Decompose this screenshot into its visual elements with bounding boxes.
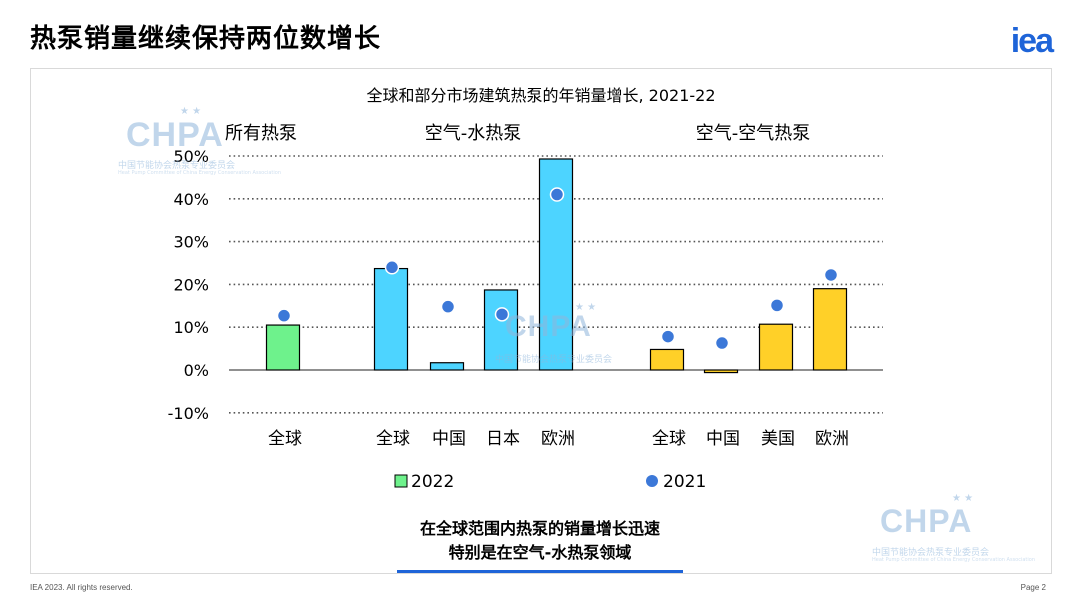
takeaway-underline [397,570,683,573]
chart-panel: 全球和部分市场建筑热泵的年销量增长, 2021-22 -10% 0% 10% 20% 30… [30,68,1052,574]
watermark-en: Heat Pump Committee of China Energy Cons… [118,170,282,176]
watermark-sub: 中国节能协会热泵专业委员会 [118,161,236,171]
x-category-label: 全球 [652,429,686,449]
chart-svg: 全球和部分市场建筑热泵的年销量增长, 2021-22 -10% 0% 10% 20% 30… [168,86,883,492]
group-header: 所有热泵 [225,123,297,144]
bar-2022 [703,369,739,374]
watermark-en: Heat Pump Committee of China Energy Cons… [872,557,1036,563]
bar-2022 [429,362,465,371]
watermark-sub: 中国节能协会热泵专业委员会 [495,355,613,365]
watermark-sub: 中国节能协会热泵专业委员会 [872,548,990,558]
x-category-label: 日本 [486,429,520,449]
dot-2021 [714,335,730,351]
dot-2021 [769,298,785,313]
takeaway-line-2: 特别是在空气-水热泵领域 [448,543,632,562]
bar-2022 [812,288,848,371]
y-tick-label: 0% [184,361,209,380]
dot-2021 [384,260,400,275]
legend-label-2022: 2022 [411,472,454,492]
dot-2021 [440,299,456,314]
takeaway-line-1: 在全球范围内热泵的销量增长迅速 [419,519,660,538]
y-tick-label: 10% [173,318,209,337]
dot-2021 [276,308,292,323]
watermark-stars: ★ ★ [952,493,974,504]
y-tick-label: 20% [173,275,209,294]
watermark-brand: CHPA [880,503,973,539]
legend-swatch-2021 [646,475,658,487]
x-category-label: 全球 [268,429,302,449]
y-tick-label: 40% [173,190,209,209]
dot-2021 [660,329,676,344]
bar-2022 [649,348,685,371]
bar-2022 [483,289,519,371]
legend-swatch-2022 [394,474,408,488]
copyright-footer: IEA 2023. All rights reserved. [30,583,133,592]
dot-2021 [494,307,510,322]
bar-2022 [373,267,409,371]
y-tick-label: 50% [173,147,209,166]
x-category-label: 欧洲 [815,429,849,449]
x-category-label: 中国 [706,429,740,449]
legend-label-2021: 2021 [663,472,706,492]
x-category-label: 全球 [376,429,410,449]
group-header: 空气-水热泵 [425,123,522,144]
takeaway-text: 在全球范围内热泵的销量增长迅速 特别是在空气-水热泵领域 [340,517,740,565]
x-category-label: 欧洲 [541,429,575,449]
iea-logo: iea [1010,22,1054,60]
bar-2022 [265,324,301,371]
slide-title: 热泵销量继续保持两位数增长 [30,24,382,54]
watermark-stars: ★ ★ [180,106,202,117]
group-header: 空气-空气热泵 [696,123,811,144]
watermark-brand: CHPA [126,116,224,154]
dot-2021 [823,267,839,283]
bar-2022 [758,323,794,371]
dot-2021 [549,187,565,202]
x-category-label: 中国 [432,429,466,449]
chart-title: 全球和部分市场建筑热泵的年销量增长, 2021-22 [366,86,715,105]
y-tick-label: -10% [168,404,209,423]
x-category-label: 美国 [761,429,795,449]
watermark-brand: CHPA [505,310,592,343]
y-tick-label: 30% [173,233,209,252]
page-number: Page 2 [1020,583,1046,592]
watermark-stars: ★ ★ [575,302,597,313]
